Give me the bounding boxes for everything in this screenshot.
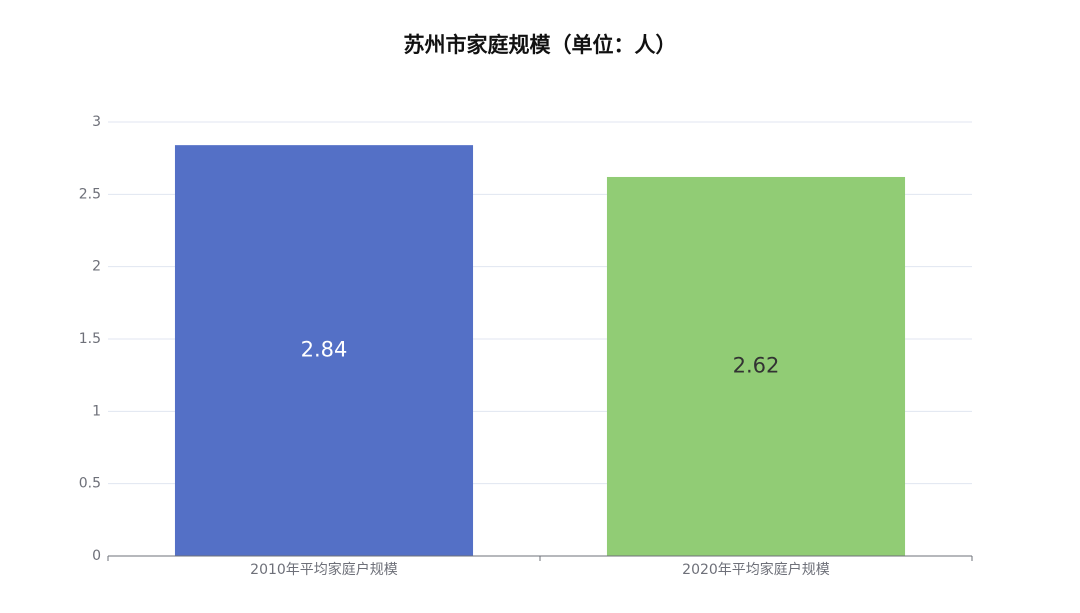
y-tick-label: 0.5 — [79, 476, 101, 492]
y-tick-label: 0 — [92, 548, 101, 564]
x-tick-label: 2010年平均家庭户规模 — [250, 561, 398, 578]
chart-title: 苏州市家庭规模（单位：人） — [404, 33, 677, 57]
y-tick-label: 3 — [92, 114, 101, 130]
bar — [606, 176, 906, 556]
data-label: 2.84 — [301, 338, 348, 362]
y-tick-label: 1 — [92, 403, 101, 419]
y-tick-label: 2.5 — [79, 186, 101, 202]
bar — [174, 145, 474, 556]
x-tick-label: 2020年平均家庭户规模 — [682, 561, 830, 578]
y-tick-label: 1.5 — [79, 331, 101, 347]
data-label: 2.62 — [733, 353, 780, 377]
y-tick-label: 2 — [92, 259, 101, 275]
